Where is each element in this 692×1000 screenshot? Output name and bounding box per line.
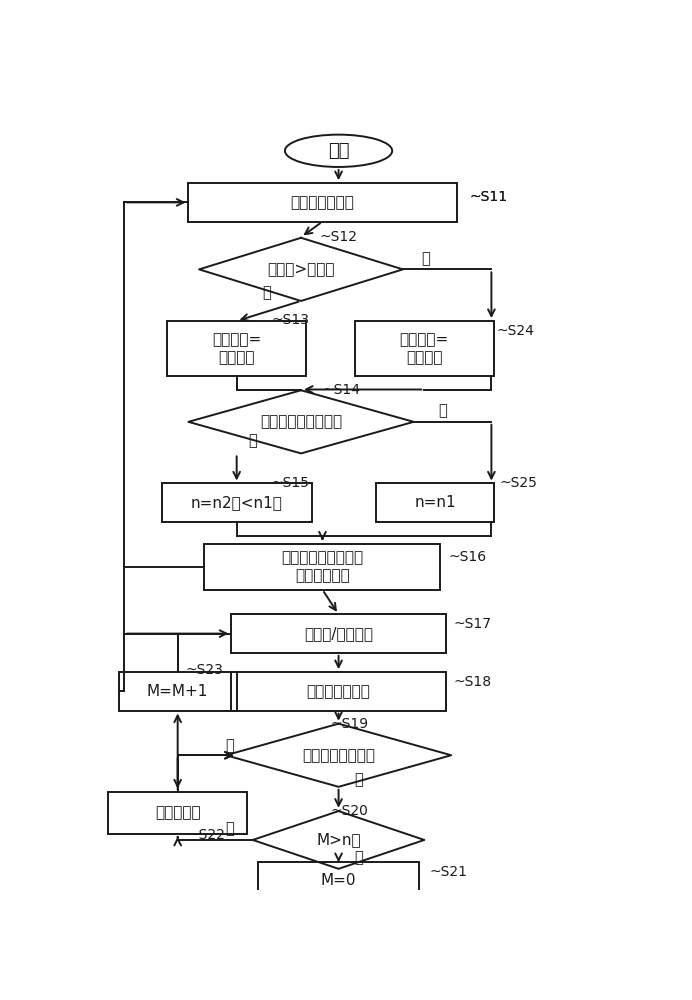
Text: 环境光>阈值？: 环境光>阈值？ xyxy=(267,262,335,277)
Text: ~S12: ~S12 xyxy=(320,230,358,244)
Text: 操作模式=
黑暗模式: 操作模式= 黑暗模式 xyxy=(400,332,449,365)
Text: 设定对应于操作模式
的光发射模式: 设定对应于操作模式 的光发射模式 xyxy=(282,550,363,583)
Bar xyxy=(162,483,312,522)
Text: 光发射/图像捕获: 光发射/图像捕获 xyxy=(304,626,373,641)
Text: 否: 否 xyxy=(438,404,446,419)
Text: ~S17: ~S17 xyxy=(454,617,492,631)
Text: ~S11: ~S11 xyxy=(470,190,508,204)
Text: 操作模式发生改变？: 操作模式发生改变？ xyxy=(260,414,342,429)
Bar xyxy=(188,183,457,222)
Text: ~S13: ~S13 xyxy=(271,313,309,327)
Text: ~S24: ~S24 xyxy=(497,324,535,338)
Bar xyxy=(119,672,237,711)
Bar xyxy=(108,792,248,834)
Text: ~S20: ~S20 xyxy=(331,804,368,818)
Text: 是: 是 xyxy=(355,772,363,787)
Text: 是: 是 xyxy=(355,850,363,865)
Text: ~S25: ~S25 xyxy=(500,476,537,490)
Text: ~S23: ~S23 xyxy=(185,663,224,677)
Text: 改变控制值: 改变控制值 xyxy=(155,806,201,820)
Bar xyxy=(258,862,419,899)
Text: M>n？: M>n？ xyxy=(316,832,361,847)
Text: 开始: 开始 xyxy=(328,142,349,160)
Text: M=0: M=0 xyxy=(321,873,356,888)
Text: ~S15: ~S15 xyxy=(271,476,309,490)
Text: ~S21: ~S21 xyxy=(430,865,468,879)
Bar xyxy=(205,544,441,590)
Text: ~S16: ~S16 xyxy=(448,550,486,564)
Text: ~S18: ~S18 xyxy=(454,675,492,689)
Text: 否: 否 xyxy=(421,251,430,266)
Text: 否: 否 xyxy=(225,821,234,836)
Text: ~S11: ~S11 xyxy=(470,190,508,204)
Bar xyxy=(231,672,446,711)
Bar xyxy=(167,321,307,376)
Text: n=n1: n=n1 xyxy=(415,495,456,510)
Text: ~S14: ~S14 xyxy=(322,382,361,396)
Text: n=n2（<n1）: n=n2（<n1） xyxy=(191,495,282,510)
Text: ~S22: ~S22 xyxy=(188,828,225,842)
Text: 操作模式=
明亮模式: 操作模式= 明亮模式 xyxy=(212,332,262,365)
Bar xyxy=(376,483,494,522)
Text: 需要改变控制值？: 需要改变控制值？ xyxy=(302,748,375,763)
Text: ~S19: ~S19 xyxy=(331,717,369,731)
Text: 是: 是 xyxy=(262,285,271,300)
Text: 获得环境光信息: 获得环境光信息 xyxy=(291,195,354,210)
Bar xyxy=(355,321,494,376)
Text: M=M+1: M=M+1 xyxy=(147,684,208,699)
Text: 是: 是 xyxy=(248,434,257,449)
Text: 识别捕获的图像: 识别捕获的图像 xyxy=(307,684,370,699)
Bar xyxy=(231,614,446,653)
Text: 否: 否 xyxy=(225,738,234,753)
